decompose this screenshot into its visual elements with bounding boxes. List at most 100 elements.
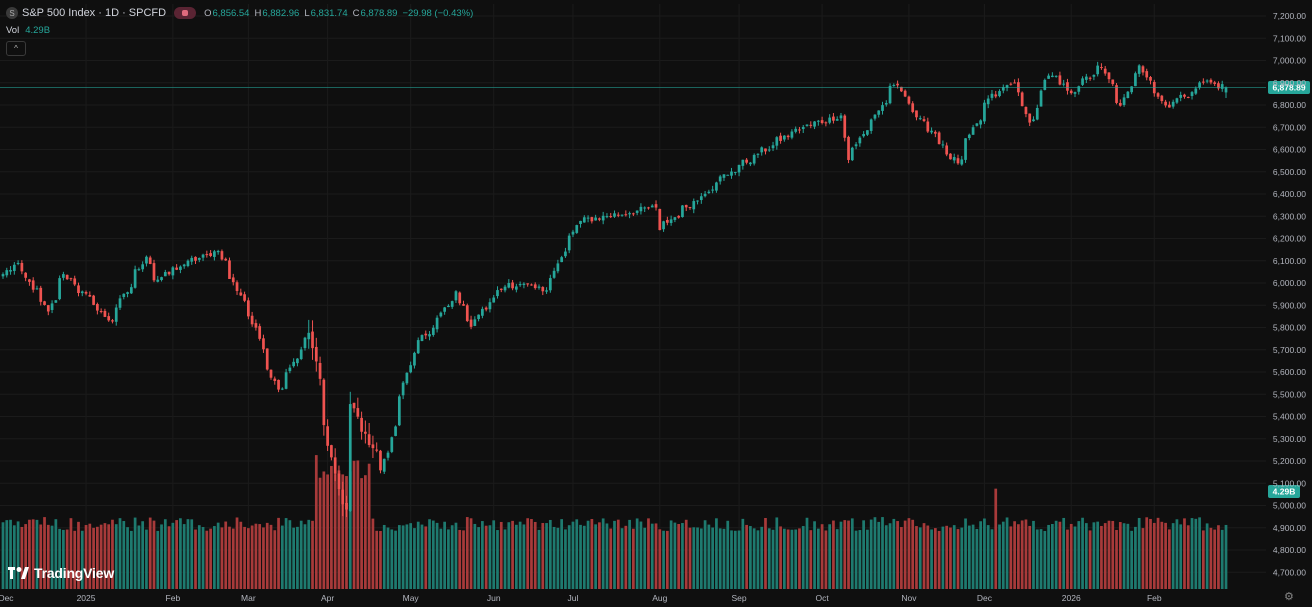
candle-body [1107, 72, 1111, 80]
volume-bar [375, 530, 379, 589]
candle-body [167, 271, 171, 275]
volume-bar [1179, 524, 1183, 589]
candle-body [469, 319, 473, 327]
volume-bar [971, 524, 975, 589]
volume-bar [371, 518, 375, 589]
volume-bar [1088, 530, 1092, 589]
volume-bar [835, 529, 839, 589]
collapse-legend-button[interactable]: ^ [6, 41, 26, 56]
candle-body [273, 378, 277, 381]
candles [1, 61, 1228, 518]
volume-bar [484, 525, 488, 589]
volume-bar [605, 523, 609, 589]
volume-bar [201, 527, 205, 589]
volume-bar [499, 521, 503, 589]
volume-bar [39, 524, 43, 589]
candle-body [99, 311, 103, 313]
volume-bar [613, 520, 616, 589]
volume-bar [669, 520, 673, 589]
volume-bar [58, 528, 61, 589]
candle-body [869, 119, 873, 131]
candle-body [998, 91, 1001, 97]
candle-body [790, 131, 794, 138]
volume-bar [326, 474, 329, 589]
candle-body [96, 304, 99, 311]
volume-bar [54, 519, 58, 589]
volume-bar [650, 523, 654, 589]
candle-body [1092, 74, 1096, 77]
candle-body [990, 93, 994, 98]
volume-bar [843, 520, 847, 589]
candle-body [986, 98, 990, 105]
symbol-logo-icon[interactable]: S [6, 7, 18, 19]
candle-body [684, 204, 688, 208]
volume-bar [1081, 517, 1084, 589]
volume-bar [288, 520, 292, 589]
price-tick-label: 5,100.00 [1273, 478, 1306, 488]
volume-bar [250, 525, 254, 589]
volume-legend[interactable]: Vol 4.29B [6, 25, 50, 36]
volume-bar [1073, 526, 1077, 589]
candle-body [69, 278, 73, 280]
candle-body [688, 206, 692, 208]
candle-body [303, 337, 307, 349]
session-status-icon[interactable] [174, 7, 197, 19]
volume-bar [224, 521, 228, 589]
candle-body [960, 159, 964, 165]
volume-bar [69, 518, 73, 589]
ohlc-high: H6,882.96 [254, 7, 300, 19]
candle-body [930, 130, 933, 133]
volume-bar [628, 519, 631, 589]
candle-body [711, 189, 715, 191]
candle-body [839, 115, 843, 119]
candle-body [137, 269, 141, 271]
volume-bar [1164, 522, 1167, 589]
volume-bar [586, 520, 590, 589]
candle-body [458, 292, 462, 304]
symbol-title[interactable]: S&P 500 Index · 1D · SPCFD [22, 7, 167, 19]
volume-bar [401, 525, 405, 589]
settings-gear-icon[interactable]: ⚙ [1284, 591, 1294, 603]
volume-bar [333, 474, 337, 589]
volume-bar [888, 523, 892, 589]
volume-bar [518, 521, 522, 589]
candle-body [847, 136, 850, 160]
candle-body [20, 262, 24, 272]
volume-bar [84, 525, 88, 589]
candle-body [413, 352, 416, 366]
candle-body [922, 119, 926, 122]
volume-bar [405, 524, 409, 589]
volume-bar [741, 518, 745, 589]
candle-body [145, 256, 148, 264]
volume-bar [930, 529, 933, 589]
volume-bar [767, 528, 771, 589]
candle-body [246, 300, 250, 317]
price-tick-label: 6,700.00 [1273, 122, 1306, 132]
candle-body [850, 147, 854, 161]
volume-bar [832, 520, 835, 589]
candle-body [345, 502, 348, 510]
candle-body [1190, 92, 1194, 96]
price-tick-label: 5,200.00 [1273, 456, 1306, 466]
tradingview-logo[interactable]: TradingView [8, 565, 114, 581]
volume-bar [850, 518, 854, 589]
volume-bar [1035, 529, 1039, 589]
candle-body [616, 214, 620, 216]
volume-bar [386, 527, 390, 589]
candle-body [360, 417, 363, 432]
candle-body [779, 135, 782, 141]
time-tick-label: May [403, 593, 420, 603]
volume-bar [1224, 524, 1228, 589]
candle-body [364, 431, 367, 434]
time-tick-label: Apr [321, 593, 334, 603]
candle-body [933, 131, 937, 134]
volume-bar [537, 529, 541, 589]
volume-bar [450, 525, 454, 589]
volume-bar [96, 526, 99, 589]
candle-body [280, 388, 284, 390]
volume-bar [356, 460, 360, 589]
candle-body [428, 334, 431, 337]
candle-body [613, 213, 616, 217]
candle-body [197, 257, 201, 260]
